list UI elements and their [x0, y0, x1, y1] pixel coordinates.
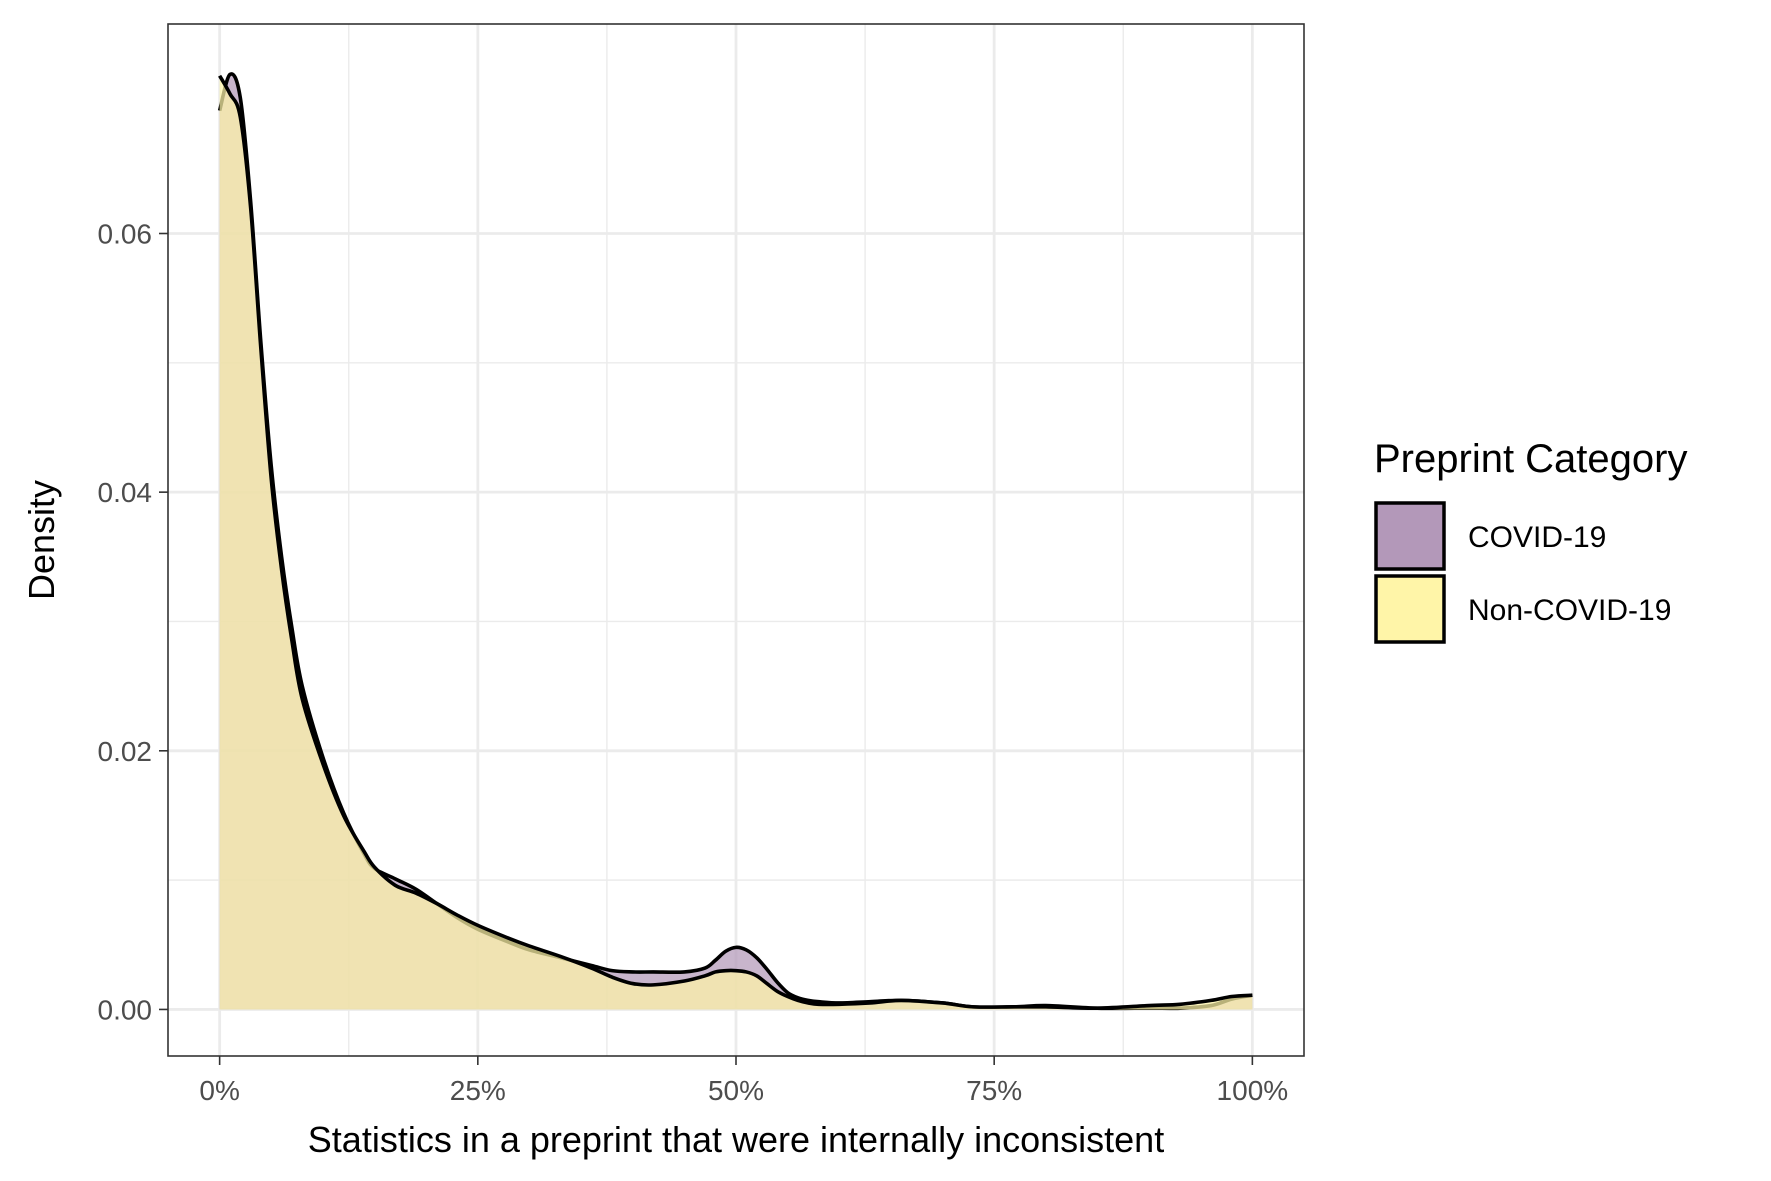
- legend: Preprint Category COVID-19 Non-COVID-19: [1374, 437, 1687, 644]
- density-area-non-covid: [219, 75, 1253, 1010]
- x-tick-label: 25%: [450, 1075, 506, 1106]
- legend-title: Preprint Category: [1374, 437, 1687, 481]
- x-axis-title: Statistics in a preprint that were inter…: [308, 1119, 1164, 1160]
- y-axis: 0.00 0.02 0.04 0.06: [98, 219, 168, 1025]
- x-tick-label: 100%: [1217, 1075, 1289, 1106]
- y-tick-label: 0.06: [98, 219, 153, 250]
- y-tick-label: 0.04: [98, 477, 153, 508]
- x-axis: 0% 25% 50% 75% 100%: [199, 1056, 1288, 1106]
- grid-major: [168, 24, 1304, 1056]
- series-layer: [217, 72, 1253, 1011]
- legend-swatch-non-covid: [1374, 574, 1446, 644]
- y-tick-label: 0.00: [98, 994, 153, 1025]
- plot-panel: [167, 23, 1305, 1057]
- x-tick-label: 0%: [199, 1075, 239, 1106]
- legend-item-covid: COVID-19: [1374, 501, 1606, 571]
- legend-label-non-covid: Non-COVID-19: [1468, 594, 1671, 627]
- legend-label-covid: COVID-19: [1468, 521, 1606, 554]
- legend-item-non-covid: Non-COVID-19: [1374, 574, 1671, 644]
- density-line-non-covid: [218, 74, 1253, 1010]
- legend-swatch-covid: [1374, 501, 1446, 571]
- y-axis-title: Density: [21, 480, 62, 600]
- x-tick-label: 75%: [966, 1075, 1022, 1106]
- y-tick-label: 0.02: [98, 736, 153, 767]
- x-tick-label: 50%: [708, 1075, 764, 1106]
